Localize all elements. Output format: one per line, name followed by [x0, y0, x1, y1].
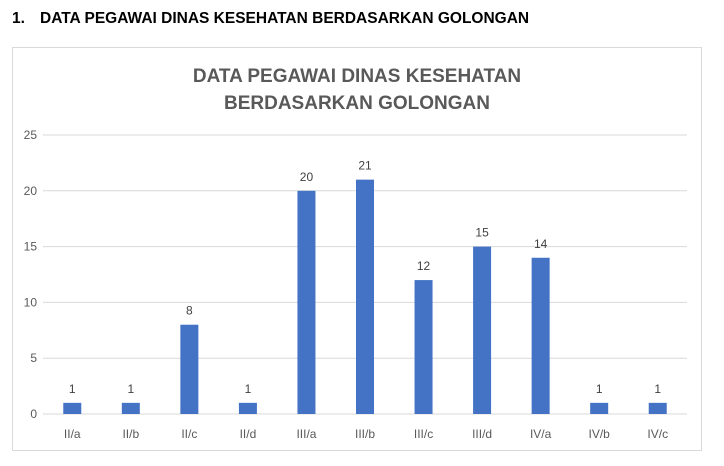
- data-label: 1: [654, 382, 661, 396]
- x-tick-label: III/d: [472, 427, 492, 441]
- y-tick-label: 5: [30, 351, 37, 365]
- data-label: 1: [245, 382, 252, 396]
- data-label: 1: [69, 382, 76, 396]
- bars: [63, 179, 667, 414]
- x-tick-label: II/c: [181, 427, 197, 441]
- section-title: DATA PEGAWAI DINAS KESEHATAN BERDASARKAN…: [40, 10, 530, 27]
- bar: [648, 402, 667, 414]
- bar: [63, 402, 82, 414]
- bar: [180, 324, 199, 414]
- data-label: 15: [475, 226, 489, 240]
- bar: [297, 190, 316, 414]
- x-tick-label: IV/b: [589, 427, 611, 441]
- x-tick-label: III/a: [296, 427, 316, 441]
- bar: [590, 402, 609, 414]
- bar: [531, 257, 550, 414]
- chart-title-line-1: DATA PEGAWAI DINAS KESEHATAN: [193, 66, 521, 87]
- bar: [473, 246, 492, 414]
- data-label: 12: [417, 259, 431, 273]
- y-tick-label: 0: [30, 407, 37, 421]
- x-tick-label: IV/a: [530, 427, 552, 441]
- bar: [414, 280, 433, 414]
- x-tick-label: III/b: [355, 427, 375, 441]
- data-labels: 1 1 8 1 20 21 12 15 14 1 1: [69, 159, 661, 396]
- data-label: 1: [127, 382, 134, 396]
- chart-title-line-2: BERDASARKAN GOLONGAN: [224, 93, 490, 114]
- y-tick-label: 15: [24, 240, 38, 254]
- chart-frame: DATA PEGAWAI DINAS KESEHATAN BERDASARKAN…: [12, 47, 702, 451]
- x-tick-label: IV/c: [647, 427, 668, 441]
- data-label: 21: [358, 159, 372, 173]
- data-label: 14: [534, 237, 548, 251]
- x-axis-ticks: II/a II/b II/c II/d III/a III/b III/c III/d IV/a…: [64, 427, 668, 441]
- y-tick-label: 20: [24, 184, 38, 198]
- y-tick-label: 10: [24, 295, 38, 309]
- bar: [238, 402, 257, 414]
- y-axis-ticks: 0 5 10 15 20 25: [24, 128, 38, 421]
- bar: [356, 179, 374, 414]
- section-heading: 1. DATA PEGAWAI DINAS KESEHATAN BERDASARK…: [12, 10, 529, 28]
- x-tick-label: II/b: [122, 427, 139, 441]
- y-tick-label: 25: [24, 128, 38, 142]
- data-label: 8: [186, 304, 193, 318]
- section-number: 1.: [12, 10, 25, 27]
- x-tick-label: II/a: [64, 427, 81, 441]
- x-tick-label: II/d: [240, 427, 257, 441]
- data-label: 1: [596, 382, 603, 396]
- bar-chart: DATA PEGAWAI DINAS KESEHATAN BERDASARKAN…: [24, 66, 687, 441]
- bar: [121, 402, 140, 414]
- data-label: 20: [300, 170, 314, 184]
- x-tick-label: III/c: [414, 427, 433, 441]
